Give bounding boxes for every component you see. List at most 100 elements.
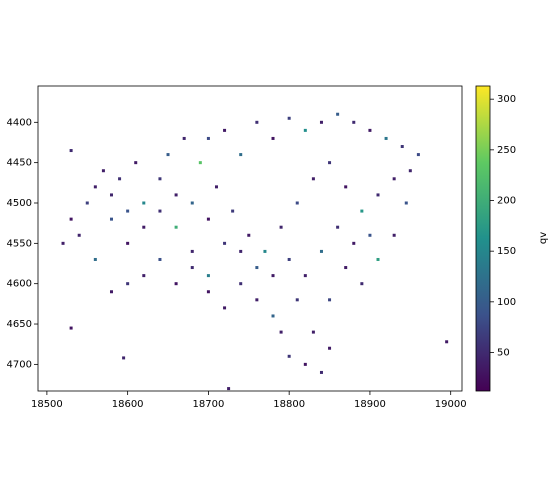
scatter-point	[247, 233, 251, 237]
y-tick-label: 4700	[7, 359, 32, 370]
scatter-point	[206, 274, 210, 278]
scatter-point	[69, 217, 73, 221]
colorbar-tick-label: 200	[497, 196, 516, 207]
scatter-point	[109, 290, 113, 294]
scatter-point	[328, 161, 332, 165]
scatter-point	[392, 177, 396, 181]
scatter-point	[303, 362, 307, 366]
scatter-point	[190, 201, 194, 205]
scatter-point	[368, 233, 372, 237]
scatter-point	[109, 217, 113, 221]
scatter-point	[271, 274, 275, 278]
plot-frame	[37, 85, 463, 392]
scatter-point	[109, 193, 113, 197]
y-tick-label: 4600	[7, 279, 32, 290]
scatter-point	[263, 249, 267, 253]
scatter-point	[93, 257, 97, 261]
scatter-point	[295, 201, 299, 205]
x-tick-label: 18600	[112, 399, 144, 410]
y-tick-label: 4650	[7, 319, 32, 330]
scatter-point	[404, 201, 408, 205]
scatter-point	[336, 112, 340, 116]
scatter-point	[101, 169, 105, 173]
scatter-point	[239, 282, 243, 286]
scatter-point	[182, 136, 186, 140]
scatter-point	[142, 225, 146, 229]
scatter-point	[328, 298, 332, 302]
scatter-point	[206, 290, 210, 294]
x-tick-label: 18800	[273, 399, 305, 410]
scatter-point	[223, 241, 227, 245]
scatter-point	[77, 233, 81, 237]
scatter-point	[360, 282, 364, 286]
scatter-point	[344, 266, 348, 270]
scatter-point	[376, 257, 380, 261]
y-tick-label: 4400	[7, 117, 32, 128]
scatter-point	[400, 145, 404, 149]
colorbar-tick-label: 100	[497, 297, 516, 308]
scatter-point	[255, 120, 259, 124]
scatter-point	[166, 153, 170, 157]
colorbar-tick-label: 150	[497, 246, 516, 257]
x-tick-label: 18700	[193, 399, 225, 410]
scatter-point	[174, 193, 178, 197]
x-tick-label: 19000	[435, 399, 467, 410]
scatter-point	[311, 177, 315, 181]
colorbar-label: qv	[538, 232, 549, 244]
scatter-point	[223, 306, 227, 310]
scatter-point	[287, 257, 291, 261]
scatter-point	[376, 193, 380, 197]
scatter-point	[328, 346, 332, 350]
scatter-point	[271, 136, 275, 140]
scatter-point	[190, 266, 194, 270]
scatter-point	[142, 201, 146, 205]
scatter-point	[142, 274, 146, 278]
scatter-point	[158, 209, 162, 213]
scatter-point	[227, 387, 231, 391]
scatter-point	[134, 161, 138, 165]
scatter-point	[319, 370, 323, 374]
colorbar-tick-label: 250	[497, 145, 516, 156]
colorbar-tick-label: 50	[497, 347, 510, 358]
scatter-point	[158, 177, 162, 181]
scatter-point	[271, 314, 275, 318]
scatter-point	[445, 340, 449, 344]
scatter-point	[352, 120, 356, 124]
scatter-point	[344, 185, 348, 189]
scatter-point	[311, 330, 315, 334]
scatter-point	[295, 298, 299, 302]
scatter-point	[303, 274, 307, 278]
scatter-point	[255, 266, 259, 270]
scatter-point	[61, 241, 65, 245]
scatter-point	[126, 209, 130, 213]
scatter-point	[416, 153, 420, 157]
scatter-point	[174, 225, 178, 229]
scatter-point	[231, 209, 235, 213]
scatter-point	[158, 257, 162, 261]
scatter-point	[319, 249, 323, 253]
scatter-point	[190, 249, 194, 253]
colorbar	[475, 85, 491, 392]
scatter-point	[239, 153, 243, 157]
y-tick-label: 4500	[7, 198, 32, 209]
scatter-point	[126, 282, 130, 286]
scatter-point	[206, 217, 210, 221]
scatter-point	[198, 161, 202, 165]
x-tick-label: 18900	[354, 399, 386, 410]
scatter-point	[279, 225, 283, 229]
scatter-point	[214, 185, 218, 189]
x-tick-label: 18500	[31, 399, 63, 410]
scatter-point	[69, 326, 73, 330]
scatter-point	[368, 128, 372, 132]
scatter-point	[122, 356, 126, 360]
scatter-point	[360, 209, 364, 213]
scatter-point	[384, 136, 388, 140]
scatter-point	[118, 177, 122, 181]
scatter-point	[206, 136, 210, 140]
scatter-point	[287, 354, 291, 358]
scatter-point	[239, 249, 243, 253]
scatter-point	[93, 185, 97, 189]
scatter-point	[174, 282, 178, 286]
scatter-point	[255, 298, 259, 302]
